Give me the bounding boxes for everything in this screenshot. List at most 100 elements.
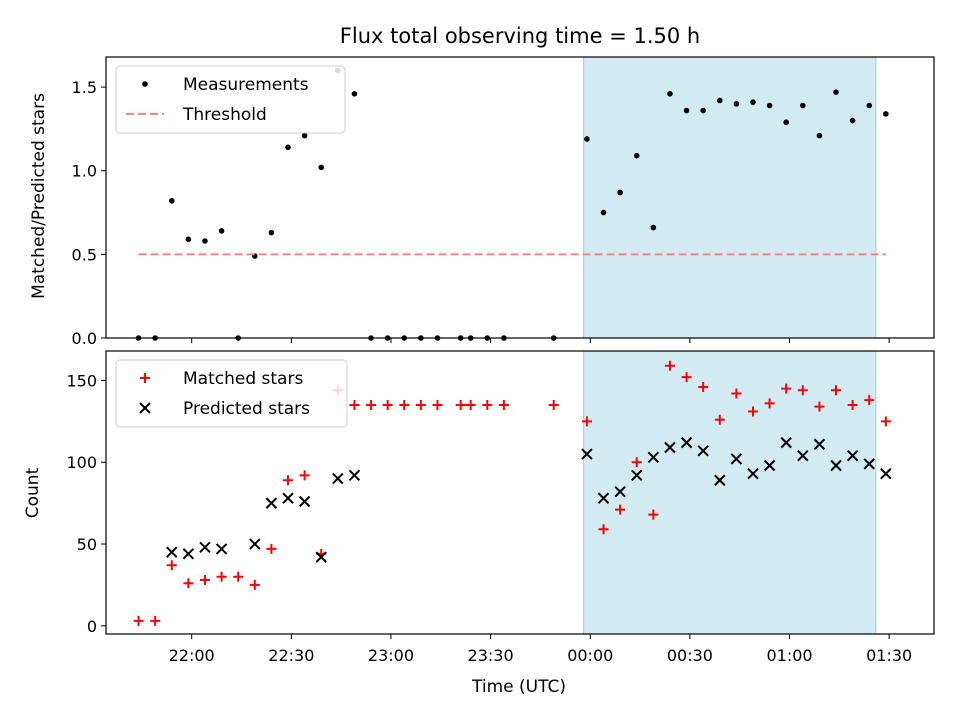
predicted-star-point: [797, 449, 809, 462]
measurement-point: [783, 119, 790, 126]
matched-star-point: [399, 399, 410, 410]
x-tick-label: 01:00: [766, 646, 812, 665]
matched-star-point: [831, 385, 842, 396]
y-tick-label: 100: [66, 453, 97, 472]
x-tick-label: 23:00: [368, 646, 414, 665]
predicted-star-point: [282, 492, 294, 504]
matched-star-point: [266, 543, 277, 554]
matched-star-point: [731, 388, 742, 399]
matched-star-point: [299, 470, 310, 481]
measurement-point: [667, 90, 673, 97]
matched-star-point: [714, 414, 725, 425]
matched-star-point: [199, 575, 210, 586]
matched-star-point: [548, 399, 559, 410]
matched-star-point: [847, 399, 858, 410]
measurement-point: [733, 101, 740, 107]
x-tick-label: 22:30: [268, 646, 314, 665]
measurement-point: [318, 164, 325, 171]
top-y-axis-label: Matched/Predicted stars: [29, 93, 49, 299]
predicted-star-point: [730, 453, 743, 465]
predicted-star-point: [348, 469, 361, 482]
legend-entry: Threshold: [182, 105, 267, 125]
y-tick-label: 50: [77, 535, 97, 554]
predicted-star-point: [830, 459, 842, 472]
y-tick-label: 1.5: [72, 78, 97, 97]
predicted-star-point: [215, 543, 228, 555]
matched-star-point: [615, 504, 626, 515]
top-panel: 0.0 0.5 1.0 1.5 Measurements Threshold: [72, 56, 935, 348]
predicted-star-point: [664, 441, 676, 454]
measurement-point: [883, 111, 889, 117]
measurement-point: [766, 102, 773, 109]
measurement-point: [866, 102, 873, 109]
x-tick-label: 00:30: [667, 646, 713, 665]
axes-frame: [105, 350, 935, 635]
measurement-point: [168, 198, 175, 204]
predicted-star-point: [714, 474, 726, 486]
predicted-star-point: [265, 497, 278, 509]
matched-star-point: [166, 560, 177, 571]
matched-star-point: [880, 416, 891, 427]
predicted-star-point: [697, 445, 709, 457]
matched-star-point: [864, 395, 875, 406]
predicted-star-point: [249, 538, 261, 550]
matched-star-point: [465, 399, 476, 410]
predicted-star-point: [647, 451, 660, 464]
predicted-star-point: [199, 541, 211, 554]
matched-star-point: [598, 524, 609, 535]
matched-star-point: [183, 578, 194, 589]
x-tick-label: 23:30: [468, 646, 514, 665]
legend-measurement-swatch: [142, 81, 148, 87]
predicted-star-point: [182, 548, 195, 560]
measurement-point: [849, 117, 856, 124]
predicted-star-point: [863, 458, 875, 470]
predicted-star-point: [763, 459, 776, 472]
matched-star-point: [382, 399, 393, 410]
highlight-span: [583, 56, 877, 339]
y-tick-label: 0: [87, 617, 97, 636]
legend-entry: Matched stars: [183, 369, 303, 389]
predicted-star-point: [880, 467, 892, 480]
matched-star-point: [781, 383, 792, 394]
legend-predicted-swatch: [139, 402, 151, 414]
measurement-point: [202, 238, 208, 244]
y-tick-label: 1.0: [72, 162, 97, 181]
matched-star-point: [216, 571, 227, 582]
bottom-panel: 0 50 100 150 22:00 22:30 23:00 23:30 00:00 00:30 0…: [66, 350, 935, 665]
matched-star-point: [631, 457, 642, 468]
predicted-star-point: [680, 436, 693, 449]
measurement-point: [301, 132, 308, 139]
matched-star-point: [249, 579, 260, 590]
measurement-point: [716, 97, 723, 104]
matched-star-point: [581, 416, 592, 427]
predicted-star-point: [614, 485, 626, 498]
x-axis-label: Time (UTC): [471, 677, 566, 697]
legend-entry: Measurements: [183, 75, 309, 95]
predicted-star-point: [747, 467, 759, 480]
measurement-point: [617, 189, 623, 196]
legend-entry: Predicted stars: [183, 399, 310, 419]
matched-star-point: [455, 399, 466, 410]
matched-star-point: [366, 399, 377, 410]
bottom-y-axis-label: Count: [23, 467, 43, 518]
matched-star-point: [814, 401, 825, 412]
matched-star-point: [482, 399, 493, 410]
matched-star-point: [150, 615, 161, 626]
matched-star-point: [415, 399, 426, 410]
y-tick-label: 0.0: [72, 329, 97, 348]
measurement-point: [600, 209, 607, 216]
measurement-point: [816, 132, 823, 139]
matched-star-point: [797, 385, 808, 396]
legend-box: [115, 359, 348, 428]
matched-star-point: [133, 615, 144, 626]
matched-star-point: [764, 398, 775, 409]
predicted-star-point: [780, 436, 792, 449]
matched-star-point: [233, 571, 244, 582]
x-tick-label: 22:00: [169, 646, 215, 665]
measurement-point: [650, 224, 657, 231]
measurement-point: [584, 136, 590, 142]
matched-star-point: [498, 399, 509, 410]
y-tick-label: 150: [66, 371, 97, 390]
predicted-star-point: [597, 492, 610, 504]
